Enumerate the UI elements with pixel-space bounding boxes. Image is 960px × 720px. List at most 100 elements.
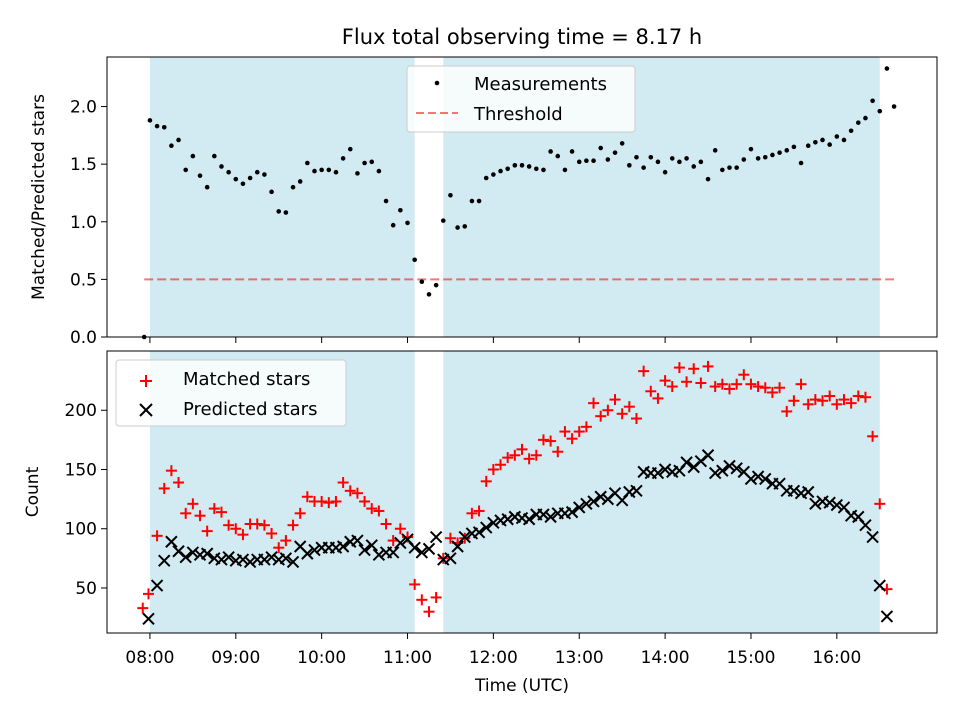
matched-star-point: [645, 385, 657, 397]
matched-star-point: [330, 495, 342, 507]
measurement-point: [541, 167, 546, 173]
predicted-star-point: [801, 485, 815, 499]
measurement-point: [820, 137, 825, 143]
measurement-point: [555, 153, 561, 159]
predicted-star-point: [142, 612, 155, 625]
measurement-point: [161, 124, 167, 130]
matched-star-point: [638, 365, 650, 377]
x-tick-label: 12:00: [469, 648, 518, 668]
predicted-star-point: [537, 508, 550, 521]
predicted-star-point: [215, 553, 228, 566]
measurement-point: [476, 198, 482, 204]
predicted-star-point: [580, 497, 593, 511]
predicted-legend-marker: [139, 403, 153, 417]
measurement-point: [154, 123, 160, 129]
matched-star-point: [143, 588, 154, 600]
bottom-legend: Matched stars Predicted stars: [115, 359, 347, 427]
measurement-point: [576, 159, 582, 165]
y-tick-label: 100: [65, 520, 97, 540]
matched-star-point: [867, 430, 879, 442]
matched-star-point: [351, 487, 363, 499]
matched-star-point: [287, 519, 299, 531]
measurement-point: [612, 150, 618, 155]
predicted-star-point: [415, 546, 429, 559]
measurement-point: [190, 153, 196, 159]
measurement-point: [698, 159, 704, 165]
matched-star-point: [774, 382, 786, 394]
matched-star-point: [838, 394, 850, 406]
measurement-point: [813, 139, 818, 145]
predicted-star-point: [308, 543, 321, 557]
matched-star-point: [223, 519, 235, 531]
matched-star-point: [516, 443, 528, 455]
measurement-point: [240, 181, 246, 187]
matched-star-point: [831, 398, 843, 410]
measurement-point: [591, 158, 596, 164]
measurements-legend-marker: [434, 80, 440, 86]
matched-star-point: [659, 375, 671, 387]
measurement-point: [877, 108, 883, 114]
matched-star-point: [652, 392, 664, 404]
measurement-point: [319, 167, 324, 173]
matched-star-point: [666, 381, 678, 393]
matched-star-point: [301, 491, 313, 503]
x-tick-label: 16:00: [812, 648, 861, 668]
matched-star-point: [566, 433, 578, 445]
measurement-point: [398, 207, 403, 213]
matched-star-point: [373, 505, 385, 517]
matched-star-point: [251, 518, 263, 530]
measurement-point: [741, 157, 747, 162]
measurement-point: [863, 115, 868, 121]
matched-star-point: [337, 477, 349, 489]
matched-star-point: [766, 386, 778, 398]
predicted-star-point: [150, 579, 164, 592]
measurement-point: [147, 118, 153, 123]
predicted-star-point: [279, 552, 293, 565]
measurement-point: [290, 184, 296, 190]
predicted-star-point: [809, 497, 822, 511]
legend-predicted-label: Predicted stars: [183, 399, 317, 420]
measurement-point: [419, 279, 425, 284]
predicted-star-point: [429, 530, 443, 544]
matched-star-point: [695, 377, 707, 389]
measurement-point: [748, 146, 754, 152]
measurement-point: [634, 154, 639, 160]
measurement-point: [469, 198, 475, 204]
predicted-star-point: [573, 501, 586, 514]
predicted-star-point: [730, 462, 743, 475]
predicted-star-point: [680, 456, 693, 469]
x-tick-label: 08:00: [125, 648, 174, 668]
matched-star-point: [430, 591, 442, 603]
matched-star-point: [230, 523, 242, 535]
top-y-axis-label: Matched/Predicted stars: [29, 94, 49, 300]
measurement-point: [512, 163, 518, 168]
matched-star-point: [752, 381, 764, 393]
predicted-star-point: [830, 498, 844, 512]
matched-star-point: [859, 391, 871, 403]
matched-star-point: [673, 362, 685, 374]
matched-star-point: [630, 413, 642, 425]
measurement-point: [519, 163, 525, 168]
measurement-point: [333, 169, 339, 175]
predicted-star-point: [165, 535, 178, 548]
predicted-star-point: [186, 546, 200, 559]
measurement-point: [355, 171, 360, 176]
matched-star-point: [187, 498, 199, 510]
matched-star-point: [824, 390, 836, 402]
matched-star-point: [394, 523, 406, 535]
matched-star-point: [616, 408, 628, 420]
measurement-point: [641, 165, 646, 170]
measurement-point: [340, 156, 346, 161]
matched-star-point: [573, 426, 585, 438]
measurement-point: [691, 164, 697, 169]
measurement-point: [712, 148, 718, 153]
measurement-point: [662, 169, 668, 175]
matched-legend-marker: [140, 375, 152, 387]
shaded-interval: [149, 57, 415, 337]
predicted-star-point: [866, 530, 879, 544]
predicted-star-point: [501, 513, 514, 526]
measurement-point: [884, 66, 890, 71]
bottom-legend-box: [115, 359, 347, 427]
predicted-star-point: [222, 550, 235, 564]
